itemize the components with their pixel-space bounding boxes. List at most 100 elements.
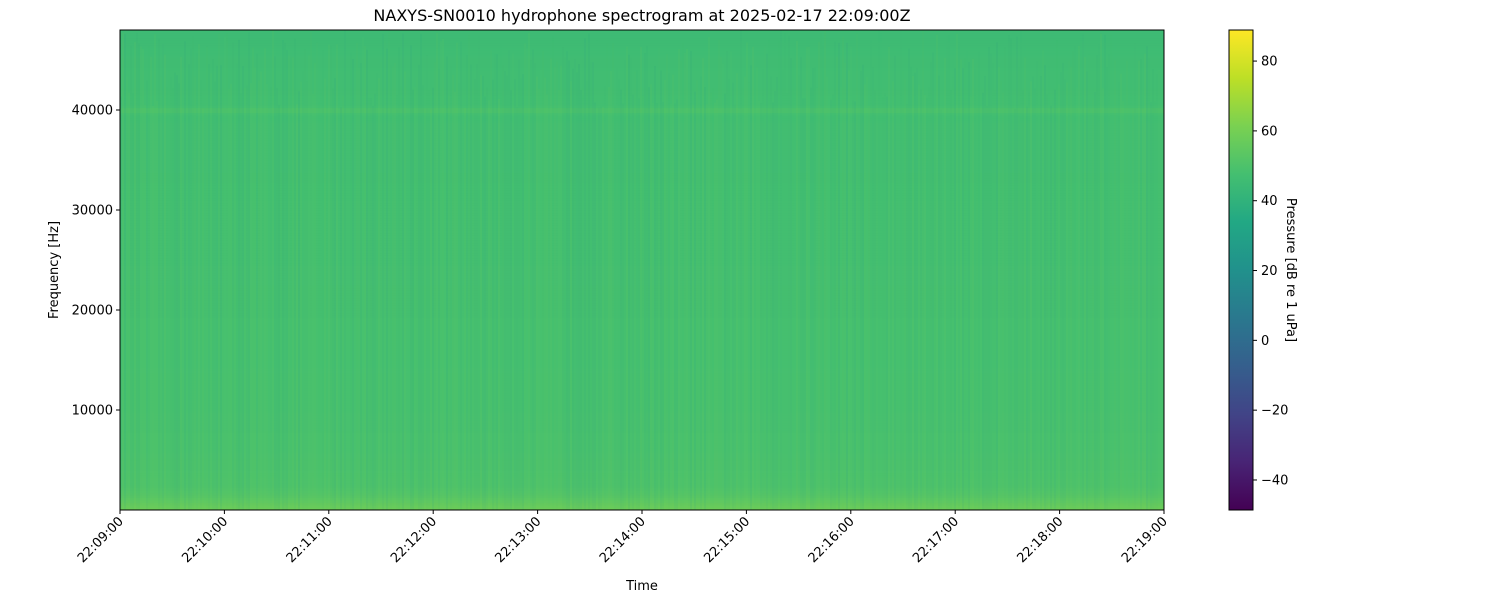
- spectrogram-streak: [122, 32, 124, 510]
- spectrogram-streak: [598, 107, 600, 510]
- spectrogram-band: [120, 295, 1164, 299]
- spectrogram-streak: [676, 99, 678, 510]
- spectrogram-streak: [1094, 92, 1096, 510]
- spectrogram-band: [120, 215, 1164, 219]
- spectrogram-band: [120, 102, 1164, 106]
- spectrogram-streak: [154, 34, 156, 510]
- spectrogram-streak: [138, 43, 140, 510]
- spectrogram-streak: [710, 93, 712, 510]
- spectrogram-streak: [340, 107, 342, 510]
- spectrogram-streak: [210, 73, 212, 510]
- spectrogram-streak: [720, 56, 722, 510]
- spectrogram-streak: [724, 93, 726, 510]
- spectrogram-streak: [1146, 46, 1148, 510]
- spectrogram-streak: [618, 79, 620, 510]
- spectrogram-band: [120, 270, 1164, 274]
- spectrogram-streak: [818, 41, 820, 510]
- spectrogram-band: [120, 57, 1164, 61]
- spectrogram-streak: [784, 33, 786, 510]
- spectrogram-streak: [1000, 81, 1002, 510]
- spectrogram-band: [120, 130, 1164, 134]
- spectrogram-streak: [552, 36, 554, 510]
- spectrogram-streak: [926, 98, 928, 510]
- spectrogram-streak: [1108, 54, 1110, 510]
- spectrogram-streak: [1042, 50, 1044, 510]
- spectrogram-band: [120, 35, 1164, 39]
- spectrogram-band: [120, 480, 1164, 484]
- spectrogram-band: [120, 52, 1164, 56]
- spectrogram-streak: [1008, 35, 1010, 510]
- spectrogram-streak: [612, 43, 614, 510]
- spectrogram-streak: [1004, 48, 1006, 510]
- spectrogram-streak: [1124, 95, 1126, 510]
- x-tick-label: 22:16:00: [806, 514, 858, 566]
- spectrogram-band: [120, 180, 1164, 184]
- spectrogram-streak: [354, 84, 356, 510]
- spectrogram-streak: [798, 75, 800, 510]
- spectrogram-band: [120, 475, 1164, 479]
- spectrogram-band: [120, 452, 1164, 456]
- spectrogram-streak: [1160, 105, 1162, 510]
- spectrogram-streak: [546, 94, 548, 510]
- spectrogram-band: [120, 492, 1164, 496]
- spectrogram-streak: [778, 41, 780, 510]
- spectrogram-streak: [1002, 92, 1004, 510]
- spectrogram-band: [120, 312, 1164, 316]
- spectrogram-streak: [812, 68, 814, 510]
- spectrogram-streak: [1044, 65, 1046, 510]
- spectrogram-streak: [338, 86, 340, 510]
- spectrogram-band: [120, 455, 1164, 459]
- spectrogram-band: [120, 117, 1164, 121]
- spectrogram-streak: [298, 91, 300, 510]
- spectrogram-streak: [1084, 57, 1086, 510]
- spectrogram-streak: [950, 90, 952, 510]
- spectrogram-streak: [1152, 69, 1154, 510]
- spectrogram-streak: [370, 98, 372, 510]
- spectrogram-band: [120, 432, 1164, 436]
- spectrogram-band: [120, 197, 1164, 201]
- spectrogram-streak: [1036, 61, 1038, 510]
- spectrogram-streak: [190, 48, 192, 510]
- spectrogram-streak: [972, 58, 974, 510]
- spectrogram-streak: [1010, 39, 1012, 510]
- spectrogram-streak: [446, 56, 448, 510]
- spectrogram-band: [120, 260, 1164, 264]
- spectrogram-band: [120, 507, 1164, 510]
- spectrogram-streak: [398, 47, 400, 510]
- spectrogram-band: [120, 362, 1164, 366]
- spectrogram-streak: [962, 68, 964, 510]
- spectrogram-streak: [410, 45, 412, 510]
- spectrogram-band: [120, 297, 1164, 301]
- spectrogram-streak: [212, 59, 214, 510]
- spectrogram-band: [120, 397, 1164, 401]
- spectrogram-streak: [728, 79, 730, 510]
- spectrogram-streak: [162, 44, 164, 510]
- spectrogram-streak: [632, 94, 634, 510]
- spectrogram-streak: [472, 80, 474, 510]
- chart-title: NAXYS-SN0010 hydrophone spectrogram at 2…: [373, 6, 910, 25]
- spectrogram-streak: [478, 35, 480, 510]
- spectrogram-streak: [1080, 33, 1082, 510]
- spectrogram-streak: [834, 41, 836, 510]
- spectrogram-streak: [878, 31, 880, 510]
- spectrogram-streak: [622, 103, 624, 510]
- spectrogram-streak: [690, 51, 692, 510]
- spectrogram-streak: [352, 58, 354, 510]
- spectrogram-band: [120, 210, 1164, 214]
- spectrogram-streak: [262, 104, 264, 510]
- spectrogram-streak: [470, 64, 472, 510]
- spectrogram-band: [120, 145, 1164, 149]
- spectrogram-streak: [468, 35, 470, 510]
- spectrogram-streak: [558, 90, 560, 510]
- spectrogram-streak: [1144, 53, 1146, 510]
- spectrogram-streak: [276, 88, 278, 510]
- spectrogram-band: [120, 55, 1164, 59]
- spectrogram-streak: [796, 40, 798, 510]
- spectrogram-streak: [880, 33, 882, 510]
- spectrogram-streak: [722, 63, 724, 510]
- spectrogram-band: [120, 175, 1164, 179]
- spectrogram-streak: [302, 72, 304, 510]
- spectrogram-streak: [806, 47, 808, 510]
- spectrogram-streak: [1104, 34, 1106, 510]
- spectrogram-band: [120, 230, 1164, 234]
